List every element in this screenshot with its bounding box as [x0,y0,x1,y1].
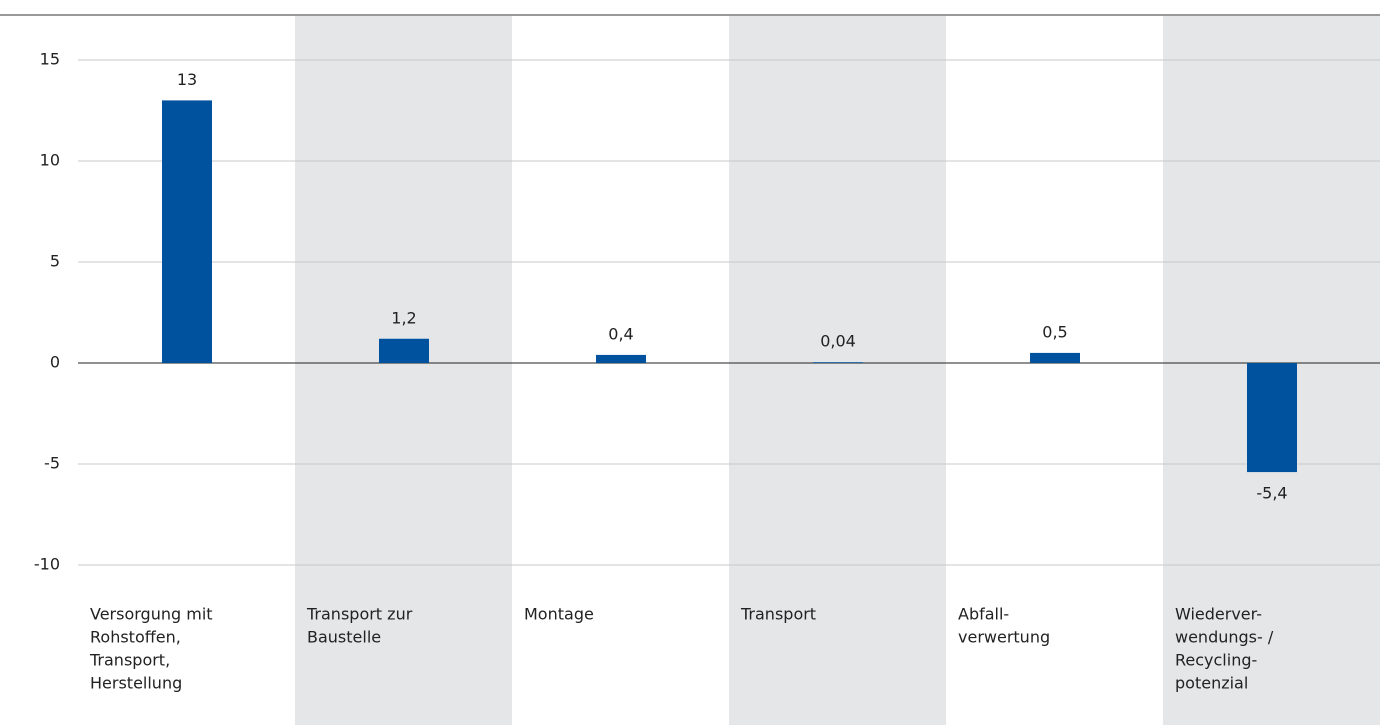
x-tick-label: Recycling- [1175,651,1257,670]
bar [596,354,646,363]
bar [379,338,429,363]
x-tick-label: verwertung [958,628,1050,647]
x-tick-label: Versorgung mit [90,605,213,624]
x-tick-label: wendungs- / [1175,628,1274,647]
x-tick-label: Transport zur [306,605,413,624]
value-label: 1,2 [391,308,416,327]
x-tick-label: Rohstoffen, [90,628,181,647]
y-tick-label: -5 [44,454,60,473]
x-tick-label: Abfall- [958,605,1009,624]
x-tick-label: Montage [524,605,594,624]
value-label: 0,04 [820,332,856,351]
bar [1247,363,1297,473]
column-band [295,16,512,725]
bar [1030,352,1080,363]
x-tick-label: Baustelle [307,628,381,647]
y-tick-label: -10 [34,555,60,574]
y-tick-label: 5 [50,252,60,271]
value-label: 13 [177,70,197,89]
value-label: 0,4 [608,324,633,343]
column-band [729,16,946,725]
value-label: -5,4 [1256,484,1287,503]
bar [162,100,212,364]
value-label: 0,5 [1042,322,1067,341]
x-tick-label: Herstellung [90,674,182,693]
y-tick-label: 10 [40,151,60,170]
x-tick-label: Transport, [89,651,170,670]
bar [813,362,863,363]
x-tick-label: potenzial [1175,674,1248,693]
x-tick-label: Wiederver- [1175,605,1262,624]
x-tick-label: Transport [740,605,816,624]
y-tick-label: 0 [50,353,60,372]
y-tick-label: 15 [40,50,60,69]
